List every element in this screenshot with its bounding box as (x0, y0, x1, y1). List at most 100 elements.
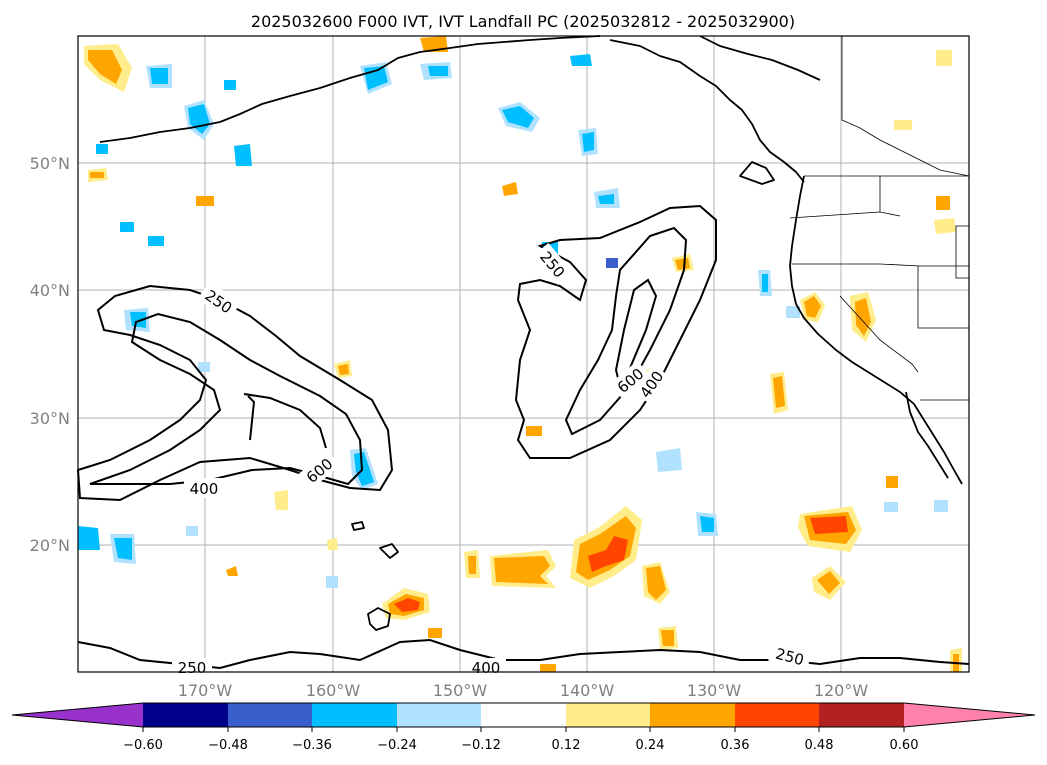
pc-patch (196, 196, 214, 206)
colorbar-segment (312, 703, 397, 727)
colorbar-tick-label: −0.24 (377, 738, 417, 753)
hawaii-oahu (379, 543, 399, 559)
colorbar-segment (143, 703, 228, 727)
lon-label-150w: 150°W (433, 681, 488, 700)
alaska-interior-coast (699, 35, 821, 81)
lat-label-30n: 30°N (30, 409, 70, 428)
pc-patch (354, 452, 374, 486)
pc-patch (224, 80, 236, 90)
pc-patch (588, 536, 628, 572)
contour-label-bg (172, 658, 212, 672)
pc-patch (327, 538, 338, 550)
contour-250-central (514, 204, 717, 459)
contour-label-bg (184, 478, 224, 498)
pc-patch (661, 630, 674, 646)
contour-label-bg (466, 658, 506, 672)
contour-label-400-south: 400 (472, 659, 501, 677)
colorbar-tick-label: 0.12 (552, 738, 581, 753)
pc-patch (90, 172, 104, 178)
us-west-coast (789, 175, 963, 485)
pc-patch (234, 144, 252, 166)
figure-title: 2025032600 F000 IVT, IVT Landfall PC (20… (251, 12, 795, 31)
colorbar-segment (819, 703, 904, 727)
pc-patch (226, 566, 238, 576)
pc-patch (120, 222, 134, 232)
pc-patch (502, 182, 518, 196)
pc-patch (598, 194, 614, 204)
pc-patch (494, 556, 550, 584)
pc-patch (894, 120, 912, 130)
pc-patch (338, 364, 349, 375)
contour-250-west (76, 284, 394, 502)
political-borders (789, 36, 970, 401)
pc-patch (855, 298, 871, 336)
pc-patch (130, 312, 146, 328)
contour-label-bg (197, 281, 241, 321)
pc-patch (78, 526, 100, 550)
lat-label-20n: 20°N (30, 536, 70, 555)
baja-california (905, 391, 949, 479)
contour-600-west-b (247, 395, 256, 441)
coastlines (99, 35, 963, 631)
gulf-of-alaska-coast (609, 39, 805, 183)
lon-label-160w: 160°W (306, 681, 361, 700)
longitude-labels: 170°W 160°W 150°W 140°W 130°W 120°W (178, 681, 869, 700)
colorbar-tick-label: −0.48 (208, 738, 248, 753)
colorbar-segment (566, 703, 650, 727)
state-border-ca-nv (839, 295, 919, 373)
positive-pc-patches (84, 36, 962, 672)
pc-patch (468, 556, 476, 574)
pc-patch (428, 66, 448, 76)
pc-patch (646, 566, 666, 600)
pc-patch (810, 516, 848, 534)
colorbar-segment (228, 703, 312, 727)
contour-label-bg (298, 450, 340, 490)
map-frame (77, 35, 970, 673)
pc-patch (148, 236, 164, 246)
colorbar: −0.60 −0.48 −0.36 −0.24 −0.12 0.12 0.24 … (11, 702, 1036, 753)
pc-patch (656, 448, 682, 472)
pc-patch (394, 598, 420, 612)
pc-patch (817, 571, 840, 594)
pc-patch (198, 362, 210, 372)
pc-patch (96, 144, 108, 154)
colorbar-segment (397, 703, 481, 727)
contour-label-bg (533, 243, 573, 285)
pc-patch (428, 628, 442, 638)
contour-label-bg (609, 360, 651, 400)
colorbar-tick-label: 0.60 (890, 738, 919, 753)
state-border-wa-or (789, 211, 901, 219)
pc-patch (570, 54, 592, 66)
contour-400-central (564, 226, 688, 436)
lon-label-140w: 140°W (560, 681, 615, 700)
alaska-canada-border (841, 36, 970, 177)
pc-patch (804, 296, 821, 318)
state-border-or-ca (792, 263, 969, 267)
contour-label-bg (633, 364, 669, 404)
pc-patch (886, 476, 898, 488)
lon-label-130w: 130°W (687, 681, 742, 700)
contour-label-400-west: 400 (190, 480, 219, 498)
colorbar-tick-label: −0.12 (461, 738, 501, 753)
colorbar-extend-low (12, 703, 143, 727)
colorbar-extend-high (904, 703, 1035, 727)
pc-patch (762, 274, 768, 292)
pc-patch (884, 502, 898, 512)
pc-patch (786, 306, 800, 318)
contour-600-west (243, 393, 327, 449)
colorbar-segment (735, 703, 819, 727)
pc-patch (675, 258, 690, 270)
contour-label-bg (768, 641, 812, 671)
pc-patch (700, 516, 714, 532)
contour-label-250-south-west: 250 (178, 659, 207, 677)
hawaii-kauai (351, 521, 365, 531)
lon-label-120w: 120°W (814, 681, 869, 700)
pc-patch (540, 664, 556, 672)
alaska-aleutian-coast (99, 35, 601, 143)
colorbar-tick-label: 0.24 (636, 738, 665, 753)
pc-patch (934, 218, 956, 234)
pc-patch (582, 132, 594, 152)
pc-patch (88, 50, 122, 84)
pc-patch (326, 576, 338, 588)
